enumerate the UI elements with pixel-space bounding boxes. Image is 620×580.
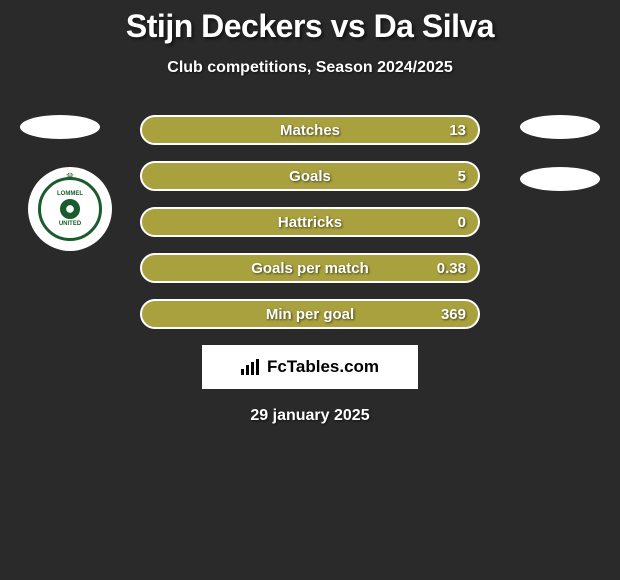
crown-icon: ♛ <box>66 172 75 183</box>
main-area: ♛ LOMMEL UNITED Matches 13 Goals 5 Hattr… <box>0 115 620 425</box>
player-right-badge-2 <box>520 167 600 191</box>
stat-label: Hattricks <box>278 214 342 231</box>
stat-bar: Hattricks 0 <box>140 207 480 237</box>
stat-value: 0 <box>458 214 466 231</box>
stat-label: Goals per match <box>251 260 369 277</box>
stat-value: 13 <box>449 122 466 139</box>
club-logo-inner: ♛ LOMMEL UNITED <box>38 177 102 241</box>
date-label: 29 january 2025 <box>0 407 620 425</box>
soccer-ball-icon <box>60 199 80 219</box>
stat-bar: Goals 5 <box>140 161 480 191</box>
stat-bar: Goals per match 0.38 <box>140 253 480 283</box>
footer-brand-logo: FcTables.com <box>202 345 418 389</box>
stat-bar: Min per goal 369 <box>140 299 480 329</box>
comparison-widget: Stijn Deckers vs Da Silva Club competiti… <box>0 0 620 425</box>
player-left-badge <box>20 115 100 139</box>
stat-label: Matches <box>280 122 340 139</box>
player-right-badge <box>520 115 600 139</box>
stat-bar: Matches 13 <box>140 115 480 145</box>
stat-label: Goals <box>289 168 331 185</box>
club-logo-bottom-text: UNITED <box>59 221 81 227</box>
stat-value: 369 <box>441 306 466 323</box>
stat-value: 0.38 <box>437 260 466 277</box>
bar-chart-icon <box>241 359 261 375</box>
subtitle: Club competitions, Season 2024/2025 <box>0 59 620 77</box>
page-title: Stijn Deckers vs Da Silva <box>0 0 620 45</box>
club-logo-top-text: LOMMEL <box>57 191 83 197</box>
stats-bars: Matches 13 Goals 5 Hattricks 0 Goals per… <box>140 115 480 329</box>
club-logo: ♛ LOMMEL UNITED <box>28 167 112 251</box>
footer-brand-text: FcTables.com <box>267 357 379 377</box>
stat-label: Min per goal <box>266 306 354 323</box>
stat-value: 5 <box>458 168 466 185</box>
